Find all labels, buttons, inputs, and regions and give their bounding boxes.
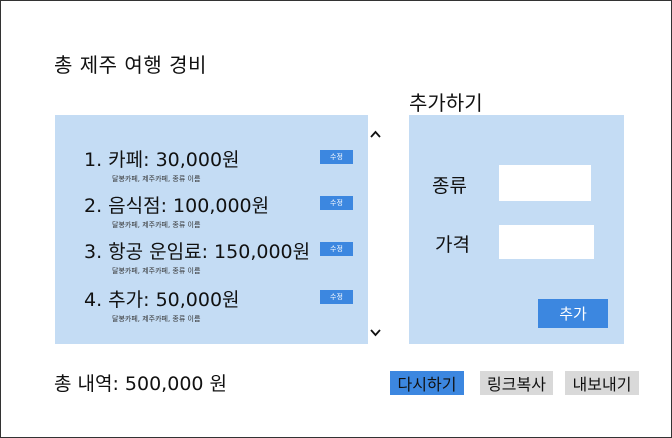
expense-detail: 달봉카페, 제주카페, 종류 이름 xyxy=(112,175,201,183)
list-item: 3. 항공 운임료: 150,000원 수정 달봉카페, 제주카페, 종류 이름 xyxy=(55,237,368,283)
expense-detail: 달봉카페, 제주카페, 종류 이름 xyxy=(112,221,201,229)
edit-button[interactable]: 수정 xyxy=(320,196,353,210)
reset-button[interactable]: 다시하기 xyxy=(390,371,464,395)
edit-button[interactable]: 수정 xyxy=(320,290,353,304)
expense-detail: 달봉카페, 제주카페, 종류 이름 xyxy=(112,267,201,275)
expense-name: 4. 추가: 50,000원 xyxy=(84,289,240,311)
add-form-title: 추가하기 xyxy=(409,91,483,115)
edit-button[interactable]: 수정 xyxy=(320,150,353,164)
edit-button[interactable]: 수정 xyxy=(320,242,353,256)
total-summary: 총 내역: 500,000 원 xyxy=(54,373,228,395)
chevron-up-icon[interactable] xyxy=(368,125,383,143)
list-item: 2. 음식점: 100,000원 수정 달봉카페, 제주카페, 종류 이름 xyxy=(55,191,368,237)
add-button[interactable]: 추가 xyxy=(538,299,608,328)
type-input[interactable] xyxy=(499,165,591,201)
type-label: 종류 xyxy=(432,175,467,197)
export-button[interactable]: 내보내기 xyxy=(565,371,639,395)
expense-list: 1. 카페: 30,000원 수정 달봉카페, 제주카페, 종류 이름 2. 음… xyxy=(55,115,368,344)
expense-name: 2. 음식점: 100,000원 xyxy=(84,195,270,217)
price-input[interactable] xyxy=(499,225,594,259)
list-item: 4. 추가: 50,000원 수정 달봉카페, 제주카페, 종류 이름 xyxy=(55,285,368,331)
list-scrollbar[interactable] xyxy=(368,115,383,344)
list-item: 1. 카페: 30,000원 수정 달봉카페, 제주카페, 종류 이름 xyxy=(55,145,368,191)
expense-name: 3. 항공 운임료: 150,000원 xyxy=(84,241,311,263)
page-title: 총 제주 여행 경비 xyxy=(54,53,207,77)
add-form: 종류 가격 추가 xyxy=(409,115,624,344)
copy-link-button[interactable]: 링크복사 xyxy=(480,371,553,395)
chevron-down-icon[interactable] xyxy=(368,324,383,342)
expense-detail: 달봉카페, 제주카페, 종류 이름 xyxy=(112,315,201,323)
price-label: 가격 xyxy=(435,234,470,256)
expense-name: 1. 카페: 30,000원 xyxy=(84,149,240,171)
